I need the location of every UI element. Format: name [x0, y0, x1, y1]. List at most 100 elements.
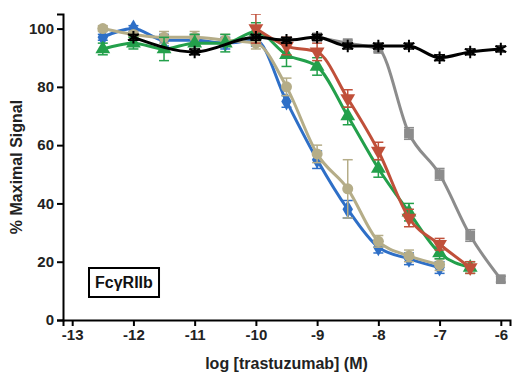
error-cap: [465, 241, 475, 243]
tick: 100: [29, 20, 63, 37]
tick-label: 80: [37, 78, 54, 95]
error-bar: [435, 168, 445, 180]
marker: [371, 147, 386, 160]
tick: 60: [37, 136, 63, 153]
marker: [463, 263, 478, 276]
marker: [187, 35, 202, 48]
tick-mark: [57, 320, 63, 322]
marker: [281, 34, 292, 47]
series: [312, 32, 506, 284]
tick-label: 100: [29, 20, 54, 37]
y-axis: 0 20 40 60 80 100: [29, 15, 64, 329]
error-cap: [343, 217, 353, 219]
error-cap: [343, 124, 353, 126]
tick: 20: [37, 253, 63, 270]
marker: [404, 250, 414, 268]
marker: [432, 240, 447, 253]
error-bar: [282, 78, 292, 95]
tick-label: -9: [311, 326, 324, 343]
marker: [251, 31, 261, 49]
error-bar: [312, 145, 322, 162]
tick-label: -10: [246, 326, 268, 343]
tick: 0: [46, 311, 63, 328]
x-axis: -13 -12 -11 -10 -9 -8 -7 -6: [62, 320, 511, 343]
tick-label: -7: [433, 326, 446, 343]
tick-label: 0: [46, 311, 54, 328]
error-cap: [373, 176, 383, 178]
error-bar: [465, 230, 475, 242]
error-cap: [373, 141, 383, 143]
marker: [342, 40, 353, 53]
tick: -13: [62, 320, 84, 343]
tick: -10: [246, 320, 268, 343]
tick: -7: [433, 320, 446, 343]
error-cap: [343, 217, 353, 219]
error-cap: [435, 238, 445, 240]
marker: [465, 46, 476, 59]
error-cap: [98, 54, 108, 56]
error-cap: [435, 179, 445, 181]
marker: [340, 94, 355, 107]
marker: [404, 40, 415, 53]
marker: [342, 183, 353, 194]
marker: [495, 43, 506, 56]
marker: [465, 231, 475, 241]
marker: [312, 148, 323, 159]
x-axis-title: log [trastuzumab] (M): [205, 355, 368, 372]
marker: [403, 250, 414, 261]
error-bar: [435, 259, 445, 271]
plot: -13 -12 -11 -10 -9 -8 -7 -6 0 20 40 60 80 100 FcγRIIb: [29, 14, 511, 343]
marker: [281, 92, 291, 110]
error-bar: [404, 250, 414, 262]
error-cap: [465, 261, 475, 263]
error-cap: [220, 51, 230, 53]
error-cap: [159, 37, 169, 39]
annotation: FcγRIIb: [89, 268, 159, 297]
annotation-box: [89, 268, 159, 297]
marker: [373, 236, 384, 247]
tick-label: -8: [372, 326, 385, 343]
tick-mark: [57, 86, 63, 88]
error-bar: [373, 235, 383, 247]
marker: [434, 258, 444, 276]
error-cap: [282, 95, 292, 97]
error-cap: [282, 95, 292, 97]
series-line: [317, 37, 501, 279]
error-cap: [465, 261, 475, 263]
series-line: [103, 31, 470, 267]
error-cap: [435, 168, 445, 170]
tick: -11: [185, 320, 206, 343]
series: [97, 23, 445, 270]
error-cap: [251, 14, 261, 15]
tick: 40: [37, 195, 63, 212]
marker: [434, 51, 445, 64]
series: [128, 31, 506, 64]
error-cap: [404, 209, 414, 211]
y-axis-title: % Maximal Signal: [8, 100, 25, 234]
error-cap: [343, 89, 353, 91]
marker: [434, 259, 445, 270]
tick-mark: [57, 261, 63, 263]
series: [95, 23, 477, 274]
marker: [435, 169, 445, 179]
marker: [281, 81, 292, 92]
marker: [373, 40, 384, 53]
marker: [404, 129, 414, 139]
error-cap: [312, 74, 322, 76]
tick-label: 40: [37, 195, 54, 212]
error-cap: [404, 127, 414, 129]
error-cap: [128, 48, 138, 50]
error-bar: [404, 128, 414, 140]
error-cap: [312, 144, 322, 146]
marker: [312, 31, 323, 44]
tick: -6: [495, 320, 508, 343]
series: [248, 14, 477, 276]
tick-label: -11: [185, 326, 206, 343]
error-bar: [343, 160, 353, 218]
error-cap: [159, 60, 169, 62]
tick-label: -12: [123, 326, 145, 343]
marker: [189, 46, 200, 59]
tick-label: -6: [495, 326, 508, 343]
tick-label: 20: [37, 253, 54, 270]
marker: [310, 48, 325, 61]
